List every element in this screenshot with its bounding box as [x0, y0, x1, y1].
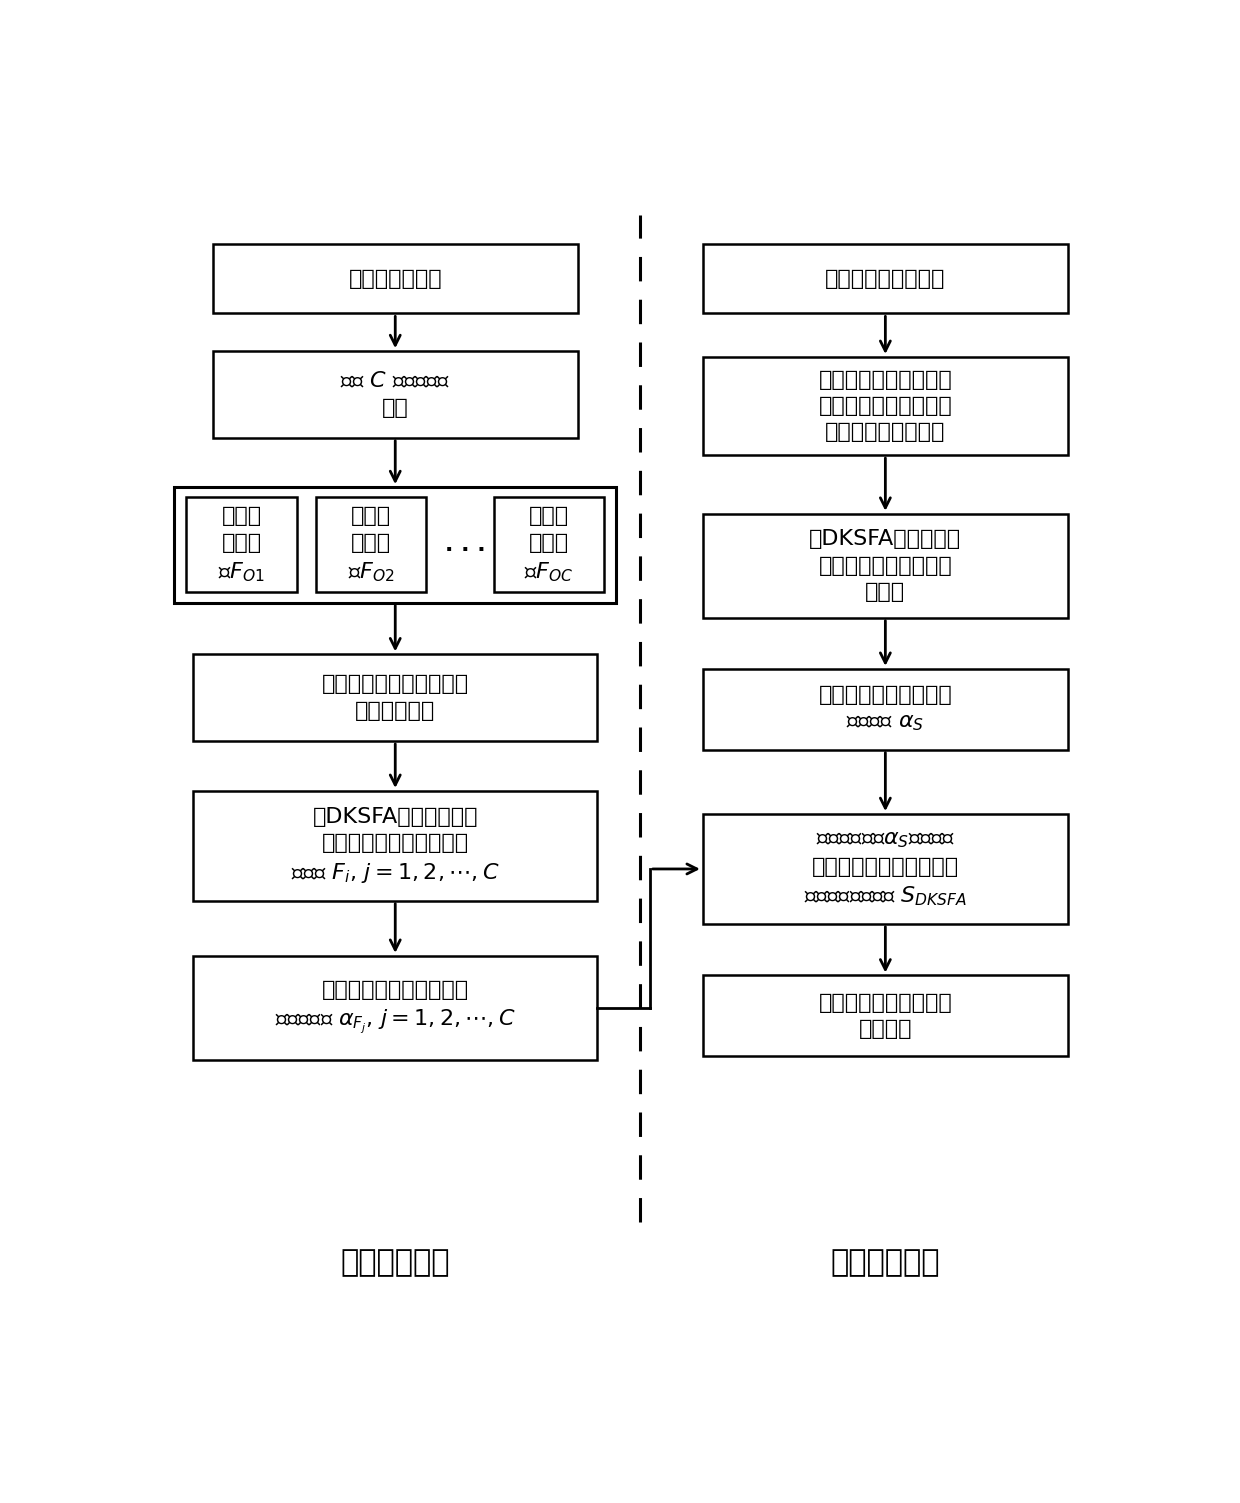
Text: 离线建模阶段: 离线建模阶段 [341, 1247, 450, 1278]
Bar [703, 975, 1068, 1057]
Bar [213, 243, 578, 314]
Text: 将DKSFA应用于正常工
况数据和每一类故障模式
数据集 $F_i$, $j=1,2,\cdots,C$: 将DKSFA应用于正常工 况数据和每一类故障模式 数据集 $F_i$, $j=1… [291, 807, 500, 885]
Text: . . .: . . . [445, 535, 486, 555]
Bar [174, 487, 616, 603]
Text: 确定待辨识故障数据的
故障类型: 确定待辨识故障数据的 故障类型 [818, 993, 952, 1039]
Bar [193, 791, 596, 900]
Bar [703, 514, 1068, 618]
Bar [193, 654, 596, 741]
Text: 提取待辨识故障数据的
故障方向 $\alpha_S$: 提取待辨识故障数据的 故障方向 $\alpha_S$ [818, 685, 952, 733]
Text: 采集 $C$ 类故障模式
数据: 采集 $C$ 类故障模式 数据 [340, 371, 450, 418]
Text: 将DKSFA应用于正常
工况数据和待辨识故障
数据集: 将DKSFA应用于正常 工况数据和待辨识故障 数据集 [810, 529, 961, 603]
Bar [494, 497, 604, 592]
Text: 计算故障方向$\alpha_S$与每一类
故障模式数据的故障方向
之间的相似性系数 $S_{DKSFA}$: 计算故障方向$\alpha_S$与每一类 故障模式数据的故障方向 之间的相似性系… [804, 830, 967, 908]
Text: 故障模
式数据
集$F_{O1}$: 故障模 式数据 集$F_{O1}$ [218, 507, 265, 583]
Bar [703, 243, 1068, 314]
Bar [703, 815, 1068, 924]
Text: 过程历史数据库: 过程历史数据库 [348, 269, 443, 289]
Bar [193, 956, 596, 1060]
Text: 采集实时故障数据构建
待辨识故障数据集，并
对其进行标准化处理: 采集实时故障数据构建 待辨识故障数据集，并 对其进行标准化处理 [818, 370, 952, 442]
Bar [703, 669, 1068, 750]
Text: 提取每一类故障模式数据
的故障方向 $\alpha_{F_j}$, $j=1,2,\cdots,C$: 提取每一类故障模式数据 的故障方向 $\alpha_{F_j}$, $j=1,2… [275, 980, 516, 1036]
Text: 在线辨识阶段: 在线辨识阶段 [831, 1247, 940, 1278]
Bar [316, 497, 427, 592]
Bar [703, 356, 1068, 455]
Text: 故障模
式数据
集$F_{OC}$: 故障模 式数据 集$F_{OC}$ [525, 507, 574, 583]
Text: 检测到过程发生故障: 检测到过程发生故障 [825, 269, 946, 289]
Bar [186, 497, 296, 592]
Text: 故障模
式数据
集$F_{O2}$: 故障模 式数据 集$F_{O2}$ [347, 507, 394, 583]
Text: 根据正常工况数据进行数
据标准化处理: 根据正常工况数据进行数 据标准化处理 [321, 675, 469, 721]
Bar [213, 352, 578, 437]
